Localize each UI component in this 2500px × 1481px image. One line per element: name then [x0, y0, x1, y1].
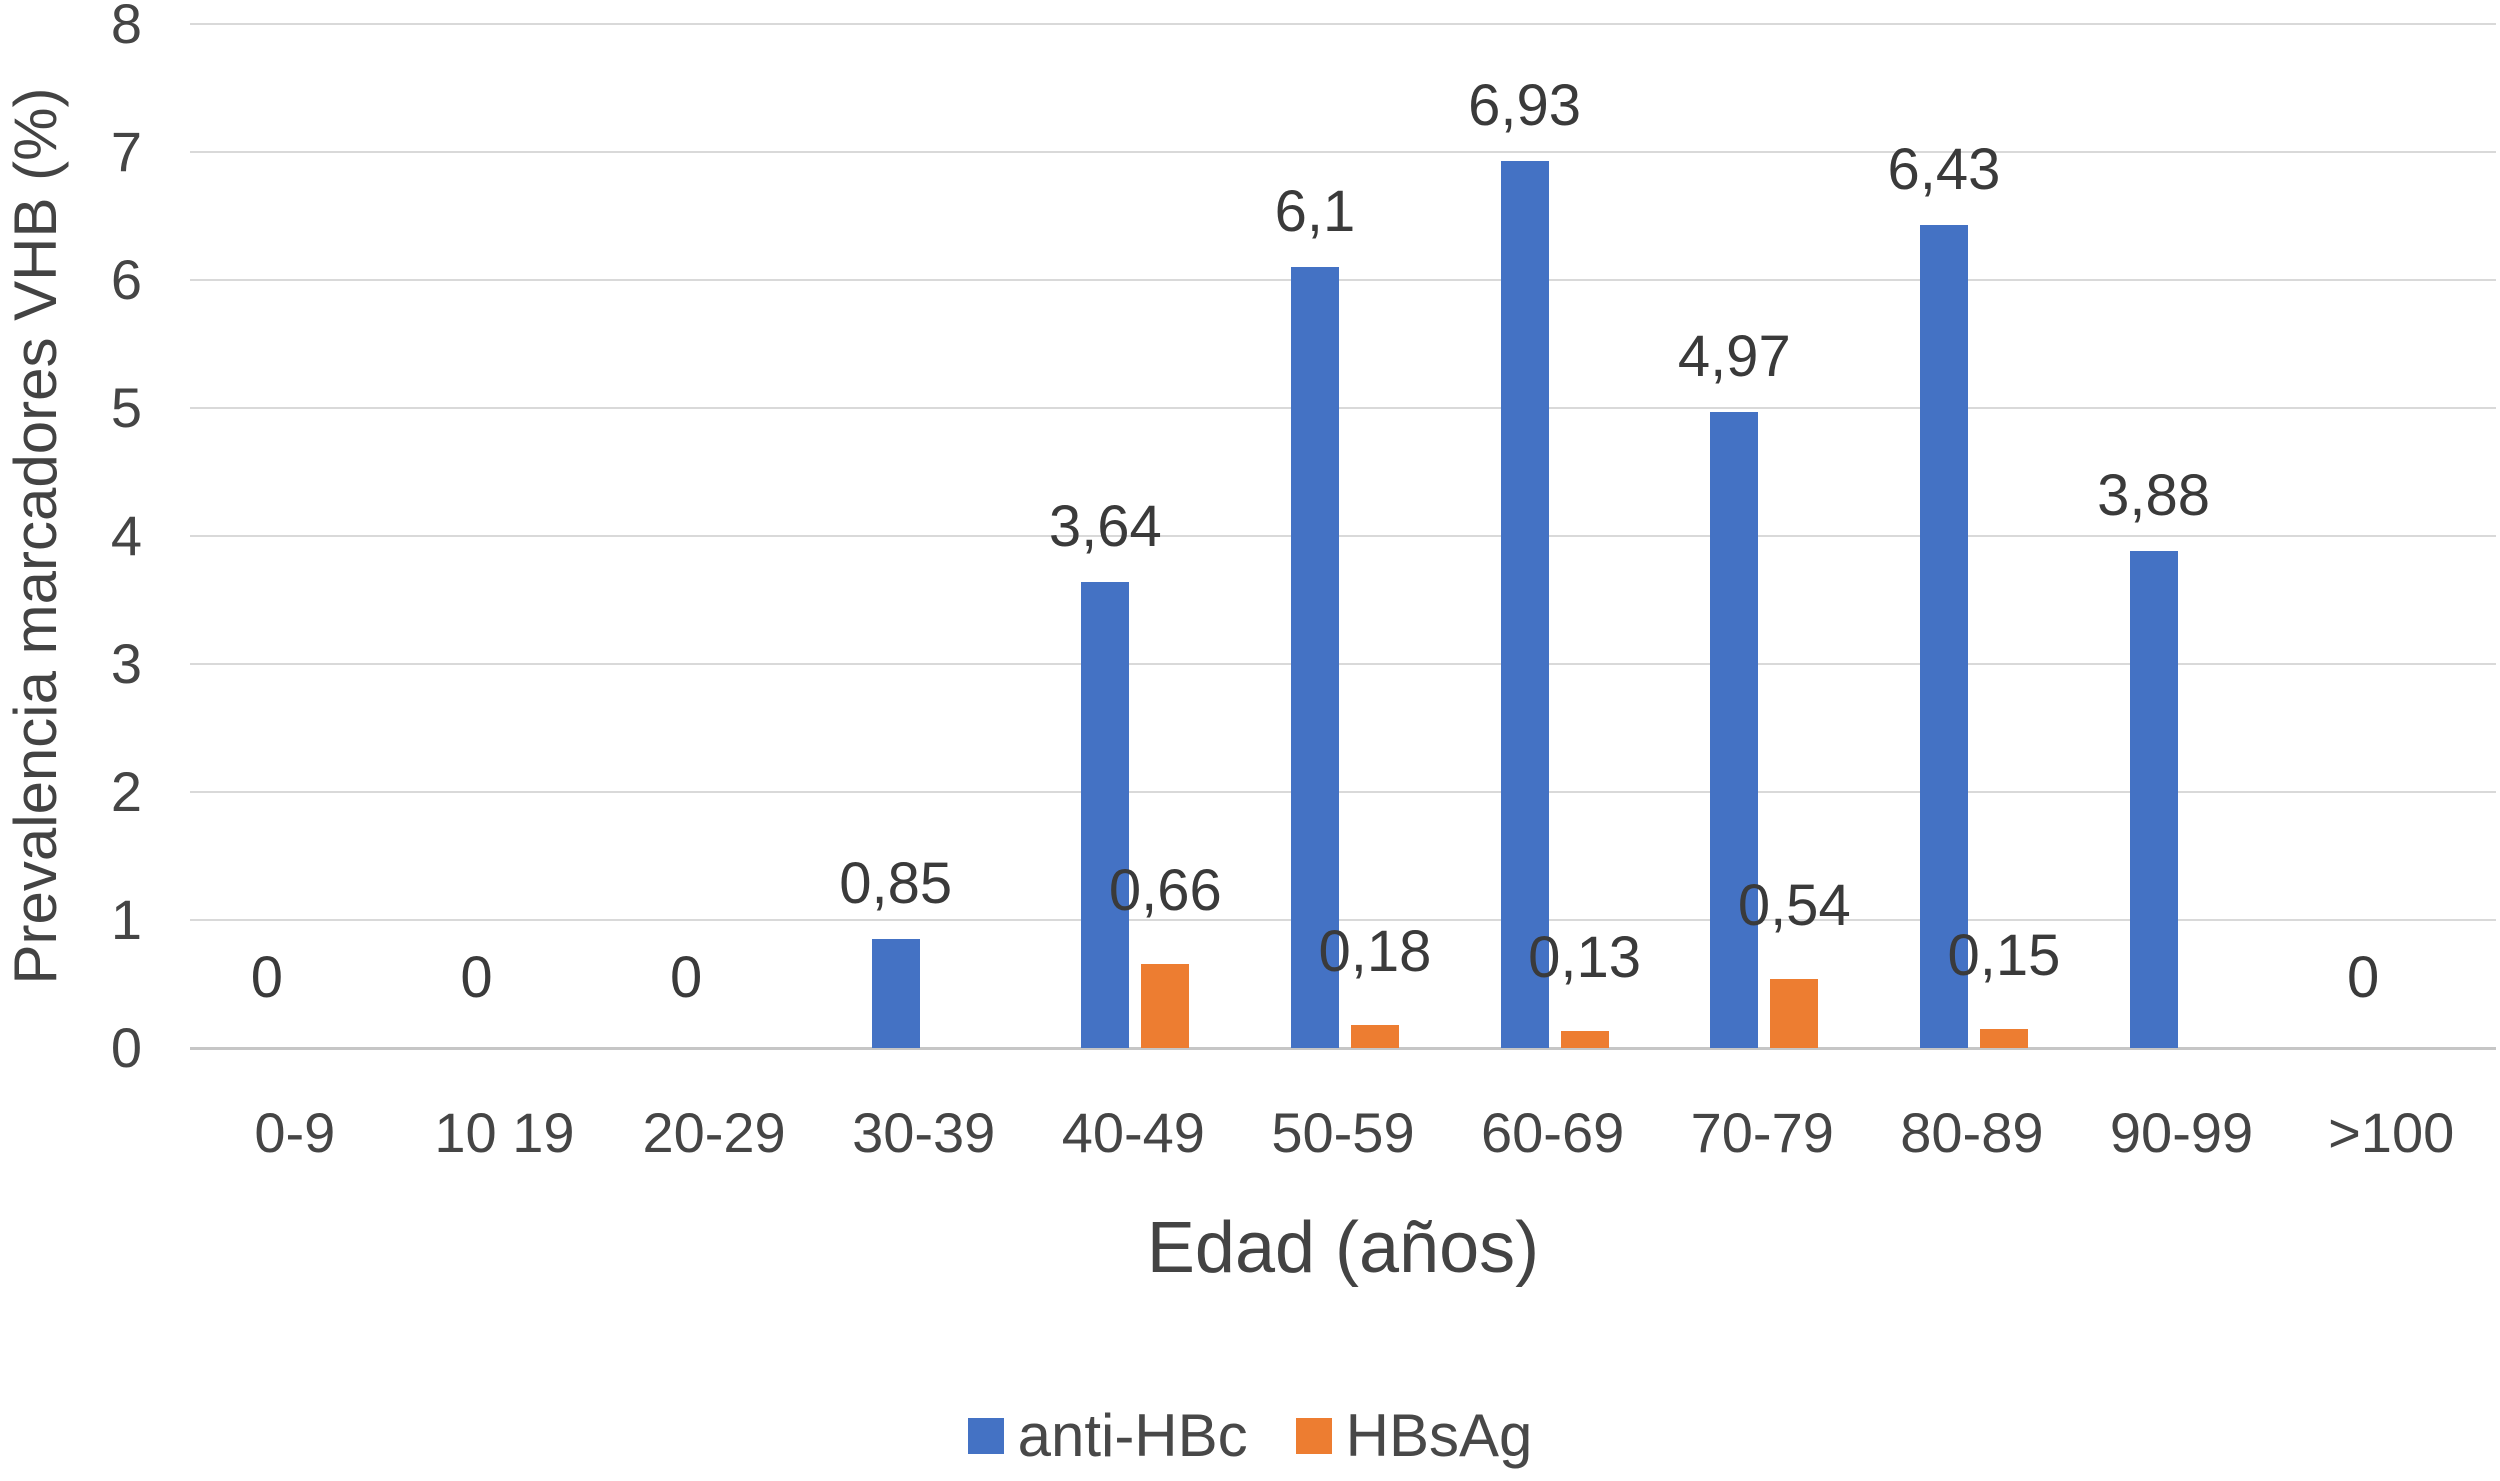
- x-tick-label-30-39: 30-39: [852, 1101, 996, 1164]
- gridline-y-0: [190, 1047, 2496, 1050]
- data-label-anti-HBc-60-69: 6,93: [1468, 72, 1582, 138]
- bar-HBsAg-60-69: [1560, 1031, 1609, 1048]
- legend-label: anti-HBc: [1017, 1402, 1248, 1469]
- gridline-y-2: [190, 791, 2496, 793]
- bar-HBsAg-40-49: [1141, 963, 1190, 1048]
- bar-anti-HBc-90-99: [2129, 551, 2178, 1048]
- data-label-anti-HBc->100: 0: [2347, 945, 2380, 1010]
- data-label-anti-HBc-50-59: 6,1: [1274, 179, 1356, 245]
- legend-item-anti-HBc: anti-HBc: [967, 1400, 1248, 1472]
- bar-anti-HBc-30-39: [871, 939, 920, 1048]
- x-tick-label-60-69: 60-69: [1481, 1101, 1625, 1164]
- gridline-y-3: [190, 663, 2496, 665]
- data-label-anti-HBc-40-49: 3,64: [1048, 494, 1162, 560]
- y-tick-label-1: 1: [110, 888, 142, 951]
- data-label-HBsAg-80-89: 0,15: [1947, 922, 2061, 988]
- x-tick-label-90-99: 90-99: [2109, 1101, 2254, 1164]
- legend-swatch-icon: [967, 1418, 1004, 1454]
- x-tick-label-50-59: 50-59: [1271, 1101, 1415, 1164]
- bar-HBsAg-50-59: [1351, 1024, 1399, 1048]
- x-tick-label-20-29: 20-29: [642, 1101, 786, 1164]
- y-tick-label-3: 3: [110, 632, 142, 695]
- data-label-anti-HBc-90-99: 3,88: [2097, 463, 2210, 529]
- bar-anti-HBc-60-69: [1500, 160, 1549, 1048]
- x-tick-label-0-9: 0-9: [254, 1101, 336, 1164]
- data-label-anti-HBc-20-29: 0: [669, 945, 703, 1010]
- legend-item-HBsAg: HBsAg: [1295, 1400, 1533, 1472]
- legend-swatch-icon: [1295, 1418, 1332, 1454]
- gridline-y-7: [190, 151, 2496, 153]
- gridline-y-5: [190, 407, 2496, 409]
- x-tick-label-10 19: 10 19: [434, 1101, 575, 1164]
- x-tick-label-40-49: 40-49: [1061, 1101, 1205, 1164]
- data-label-anti-HBc-70-79: 4,97: [1677, 323, 1791, 389]
- data-label-HBsAg-50-59: 0,18: [1318, 918, 1432, 984]
- data-label-anti-HBc-30-39: 0,85: [839, 851, 953, 917]
- gridline-y-8: [190, 23, 2496, 25]
- bar-HBsAg-70-79: [1770, 978, 1819, 1048]
- gridline-y-1: [190, 919, 2496, 921]
- y-tick-label-7: 7: [110, 120, 142, 183]
- data-label-HBsAg-60-69: 0,13: [1528, 925, 1642, 991]
- x-tick-label-70-79: 70-79: [1690, 1101, 1834, 1164]
- y-tick-label-0: 0: [110, 1016, 142, 1079]
- legend: anti-HBc HBsAg: [0, 1400, 2500, 1472]
- x-tick-label->100: >100: [2328, 1101, 2455, 1164]
- y-tick-label-4: 4: [110, 504, 142, 567]
- bar-anti-HBc-80-89: [1919, 224, 1968, 1048]
- data-label-anti-HBc-0-9: 0: [250, 945, 283, 1010]
- y-tick-label-8: 8: [110, 0, 142, 55]
- bar-HBsAg-80-89: [1979, 1028, 2028, 1048]
- y-tick-label-6: 6: [110, 248, 142, 311]
- gridline-y-6: [190, 279, 2496, 281]
- data-label-HBsAg-40-49: 0,66: [1108, 857, 1222, 923]
- bar-anti-HBc-70-79: [1710, 411, 1759, 1048]
- gridline-y-4: [190, 535, 2496, 537]
- bar-anti-HBc-50-59: [1291, 267, 1339, 1048]
- data-label-anti-HBc-10 19: 0: [460, 945, 493, 1010]
- legend-label: HBsAg: [1345, 1402, 1533, 1469]
- x-tick-label-80-89: 80-89: [1900, 1101, 2044, 1164]
- y-tick-label-5: 5: [110, 376, 142, 439]
- bar-anti-HBc-40-49: [1081, 582, 1130, 1048]
- plot-area: 0 0 0 0,85 3,64 0,66 6,1 0,18 6,93 0,13 4,97 0,54 6,…: [190, 23, 2496, 1050]
- x-axis-title: Edad (años): [1146, 1208, 1540, 1288]
- data-label-anti-HBc-80-89: 6,43: [1887, 136, 2001, 202]
- data-label-HBsAg-70-79: 0,54: [1737, 872, 1851, 938]
- y-tick-label-2: 2: [110, 760, 142, 823]
